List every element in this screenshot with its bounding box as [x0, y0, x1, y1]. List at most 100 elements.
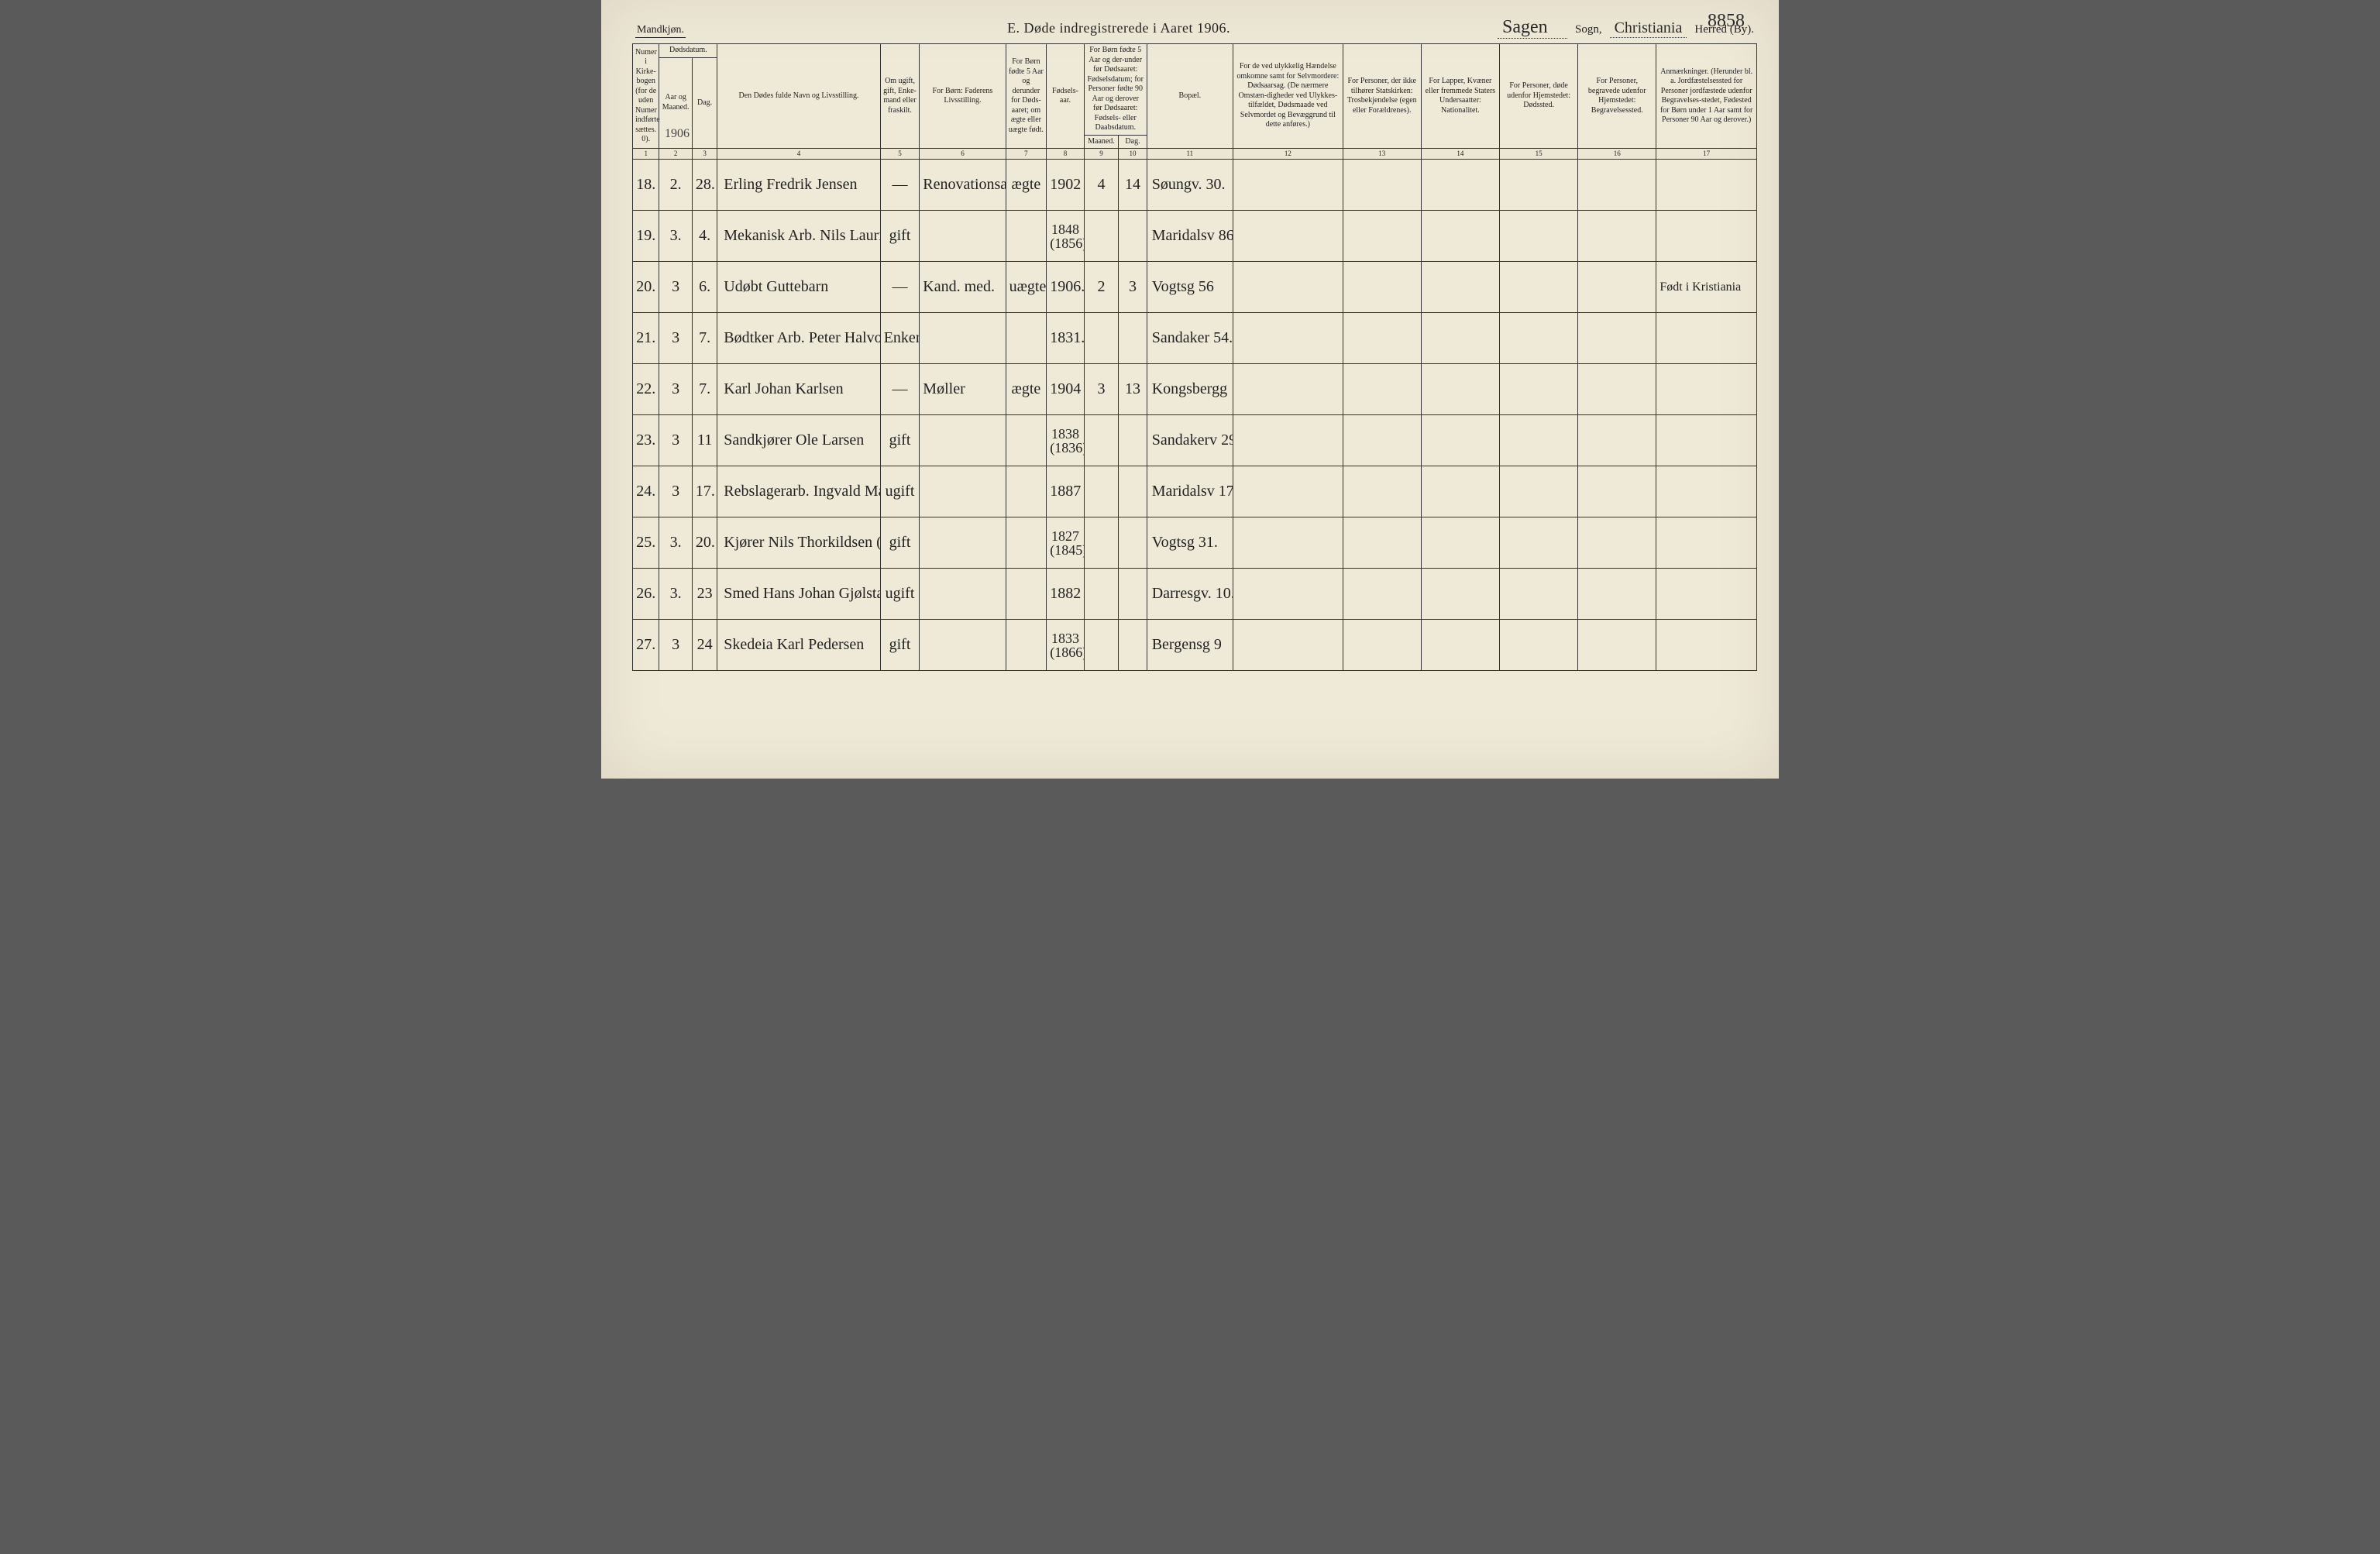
- cell-c2: 3: [659, 313, 692, 364]
- cell-c5: —: [880, 160, 920, 211]
- table-row: 23.311Sandkjører Ole Larsengift1838(1836…: [633, 415, 1757, 466]
- colnum: 11: [1147, 149, 1233, 160]
- cell-c9: [1084, 517, 1119, 569]
- cell-c15: [1500, 466, 1578, 517]
- cell-c6: [920, 313, 1006, 364]
- sogn-label: Sogn,: [1575, 23, 1602, 36]
- cell-c6: [920, 211, 1006, 262]
- cell-c9: [1084, 620, 1119, 671]
- cell-c1: 24.: [633, 466, 659, 517]
- col-header-5: Om ugift, gift, Enke-mand eller fraskilt…: [880, 44, 920, 149]
- cell-c4: Kjører Nils Thorkildsen (Fellgaard): [717, 517, 880, 569]
- cell-c6: Møller: [920, 364, 1006, 415]
- colnum: 12: [1233, 149, 1343, 160]
- cell-c1: 22.: [633, 364, 659, 415]
- cell-c3: 20.: [692, 517, 717, 569]
- cell-c17: [1656, 569, 1757, 620]
- cell-c12: [1233, 415, 1343, 466]
- cell-c9: 4: [1084, 160, 1119, 211]
- cell-c4: Bødtker Arb. Peter Halvorsen: [717, 313, 880, 364]
- cell-c11: Søungv. 30.: [1147, 160, 1233, 211]
- cell-c4: Rebslagerarb. Ingvald Marius Johansen: [717, 466, 880, 517]
- cell-c11: Vogtsg 56: [1147, 262, 1233, 313]
- colnum: 14: [1421, 149, 1499, 160]
- col-header-17: Anmærkninger. (Herunder bl. a. Jordfæste…: [1656, 44, 1757, 149]
- year-annotation: 1906: [665, 127, 690, 141]
- cell-c17: [1656, 313, 1757, 364]
- cell-c5: gift: [880, 211, 920, 262]
- colnum: 16: [1578, 149, 1656, 160]
- cell-c15: [1500, 517, 1578, 569]
- cell-c1: 25.: [633, 517, 659, 569]
- cell-c15: [1500, 160, 1578, 211]
- table-row: 18.2.28.Erling Fredrik Jensen—Renovation…: [633, 160, 1757, 211]
- cell-c17: Født i Kristiania: [1656, 262, 1757, 313]
- cell-c1: 21.: [633, 313, 659, 364]
- col-header-8: Fødsels-aar.: [1047, 44, 1085, 149]
- cell-c15: [1500, 569, 1578, 620]
- cell-c1: 20.: [633, 262, 659, 313]
- cell-c9: [1084, 211, 1119, 262]
- cell-c16: [1578, 415, 1656, 466]
- column-number-row: 1 2 3 4 5 6 7 8 9 10 11 12 13 14 15 16 1: [633, 149, 1757, 160]
- cell-c5: ugift: [880, 569, 920, 620]
- cell-c11: Kongsbergg 12.: [1147, 364, 1233, 415]
- cell-c11: Maridalsv 86: [1147, 211, 1233, 262]
- cell-c8: 1904: [1047, 364, 1085, 415]
- cell-c9: 2: [1084, 262, 1119, 313]
- cell-c10: [1119, 211, 1147, 262]
- register-page: 8858 Mandkjøn. E. Døde indregistrerede i…: [601, 0, 1779, 779]
- manuscript-page-number: 8858: [1703, 11, 1749, 32]
- cell-c14: [1421, 620, 1499, 671]
- cell-c6: [920, 620, 1006, 671]
- cell-c10: 3: [1119, 262, 1147, 313]
- colnum: 4: [717, 149, 880, 160]
- cell-c16: [1578, 262, 1656, 313]
- cell-c5: —: [880, 364, 920, 415]
- cell-c16: [1578, 211, 1656, 262]
- cell-c10: [1119, 415, 1147, 466]
- cell-c8: 1887: [1047, 466, 1085, 517]
- cell-c11: Sandakerv 29.: [1147, 415, 1233, 466]
- cell-c2: 3: [659, 262, 692, 313]
- cell-c7: uægte: [1006, 262, 1047, 313]
- cell-c9: [1084, 415, 1119, 466]
- col-header-13: For Personer, der ikke tilhører Statskir…: [1343, 44, 1421, 149]
- cell-c12: [1233, 262, 1343, 313]
- cell-c4: Karl Johan Karlsen: [717, 364, 880, 415]
- death-register-table: Numer i Kirke-bogen (for de uden Numer i…: [632, 43, 1757, 671]
- cell-c10: [1119, 313, 1147, 364]
- cell-c5: gift: [880, 620, 920, 671]
- cell-c2: 3: [659, 415, 692, 466]
- cell-c12: [1233, 517, 1343, 569]
- cell-c13: [1343, 313, 1421, 364]
- cell-c10: 14: [1119, 160, 1147, 211]
- gender-label: Mandkjøn.: [635, 24, 686, 38]
- cell-c13: [1343, 160, 1421, 211]
- cell-c2: 3.: [659, 517, 692, 569]
- colnum: 9: [1084, 149, 1119, 160]
- cell-c12: [1233, 313, 1343, 364]
- cell-c13: [1343, 415, 1421, 466]
- colnum: 15: [1500, 149, 1578, 160]
- cell-c7: [1006, 466, 1047, 517]
- cell-c1: 27.: [633, 620, 659, 671]
- cell-c8: 1848(1856): [1047, 211, 1085, 262]
- cell-c3: 28.: [692, 160, 717, 211]
- herred-name-script: Christiania: [1610, 19, 1687, 38]
- cell-c10: 13: [1119, 364, 1147, 415]
- cell-c6: [920, 569, 1006, 620]
- col-header-9: Maaned.: [1084, 135, 1119, 149]
- cell-c15: [1500, 313, 1578, 364]
- cell-c10: [1119, 517, 1147, 569]
- cell-c16: [1578, 466, 1656, 517]
- cell-c16: [1578, 364, 1656, 415]
- cell-c5: gift: [880, 415, 920, 466]
- col-header-16: For Personer, begravede udenfor Hjemsted…: [1578, 44, 1656, 149]
- cell-c14: [1421, 262, 1499, 313]
- cell-c3: 7.: [692, 364, 717, 415]
- cell-c1: 23.: [633, 415, 659, 466]
- colnum: 7: [1006, 149, 1047, 160]
- cell-c5: —: [880, 262, 920, 313]
- cell-c7: ægte: [1006, 160, 1047, 211]
